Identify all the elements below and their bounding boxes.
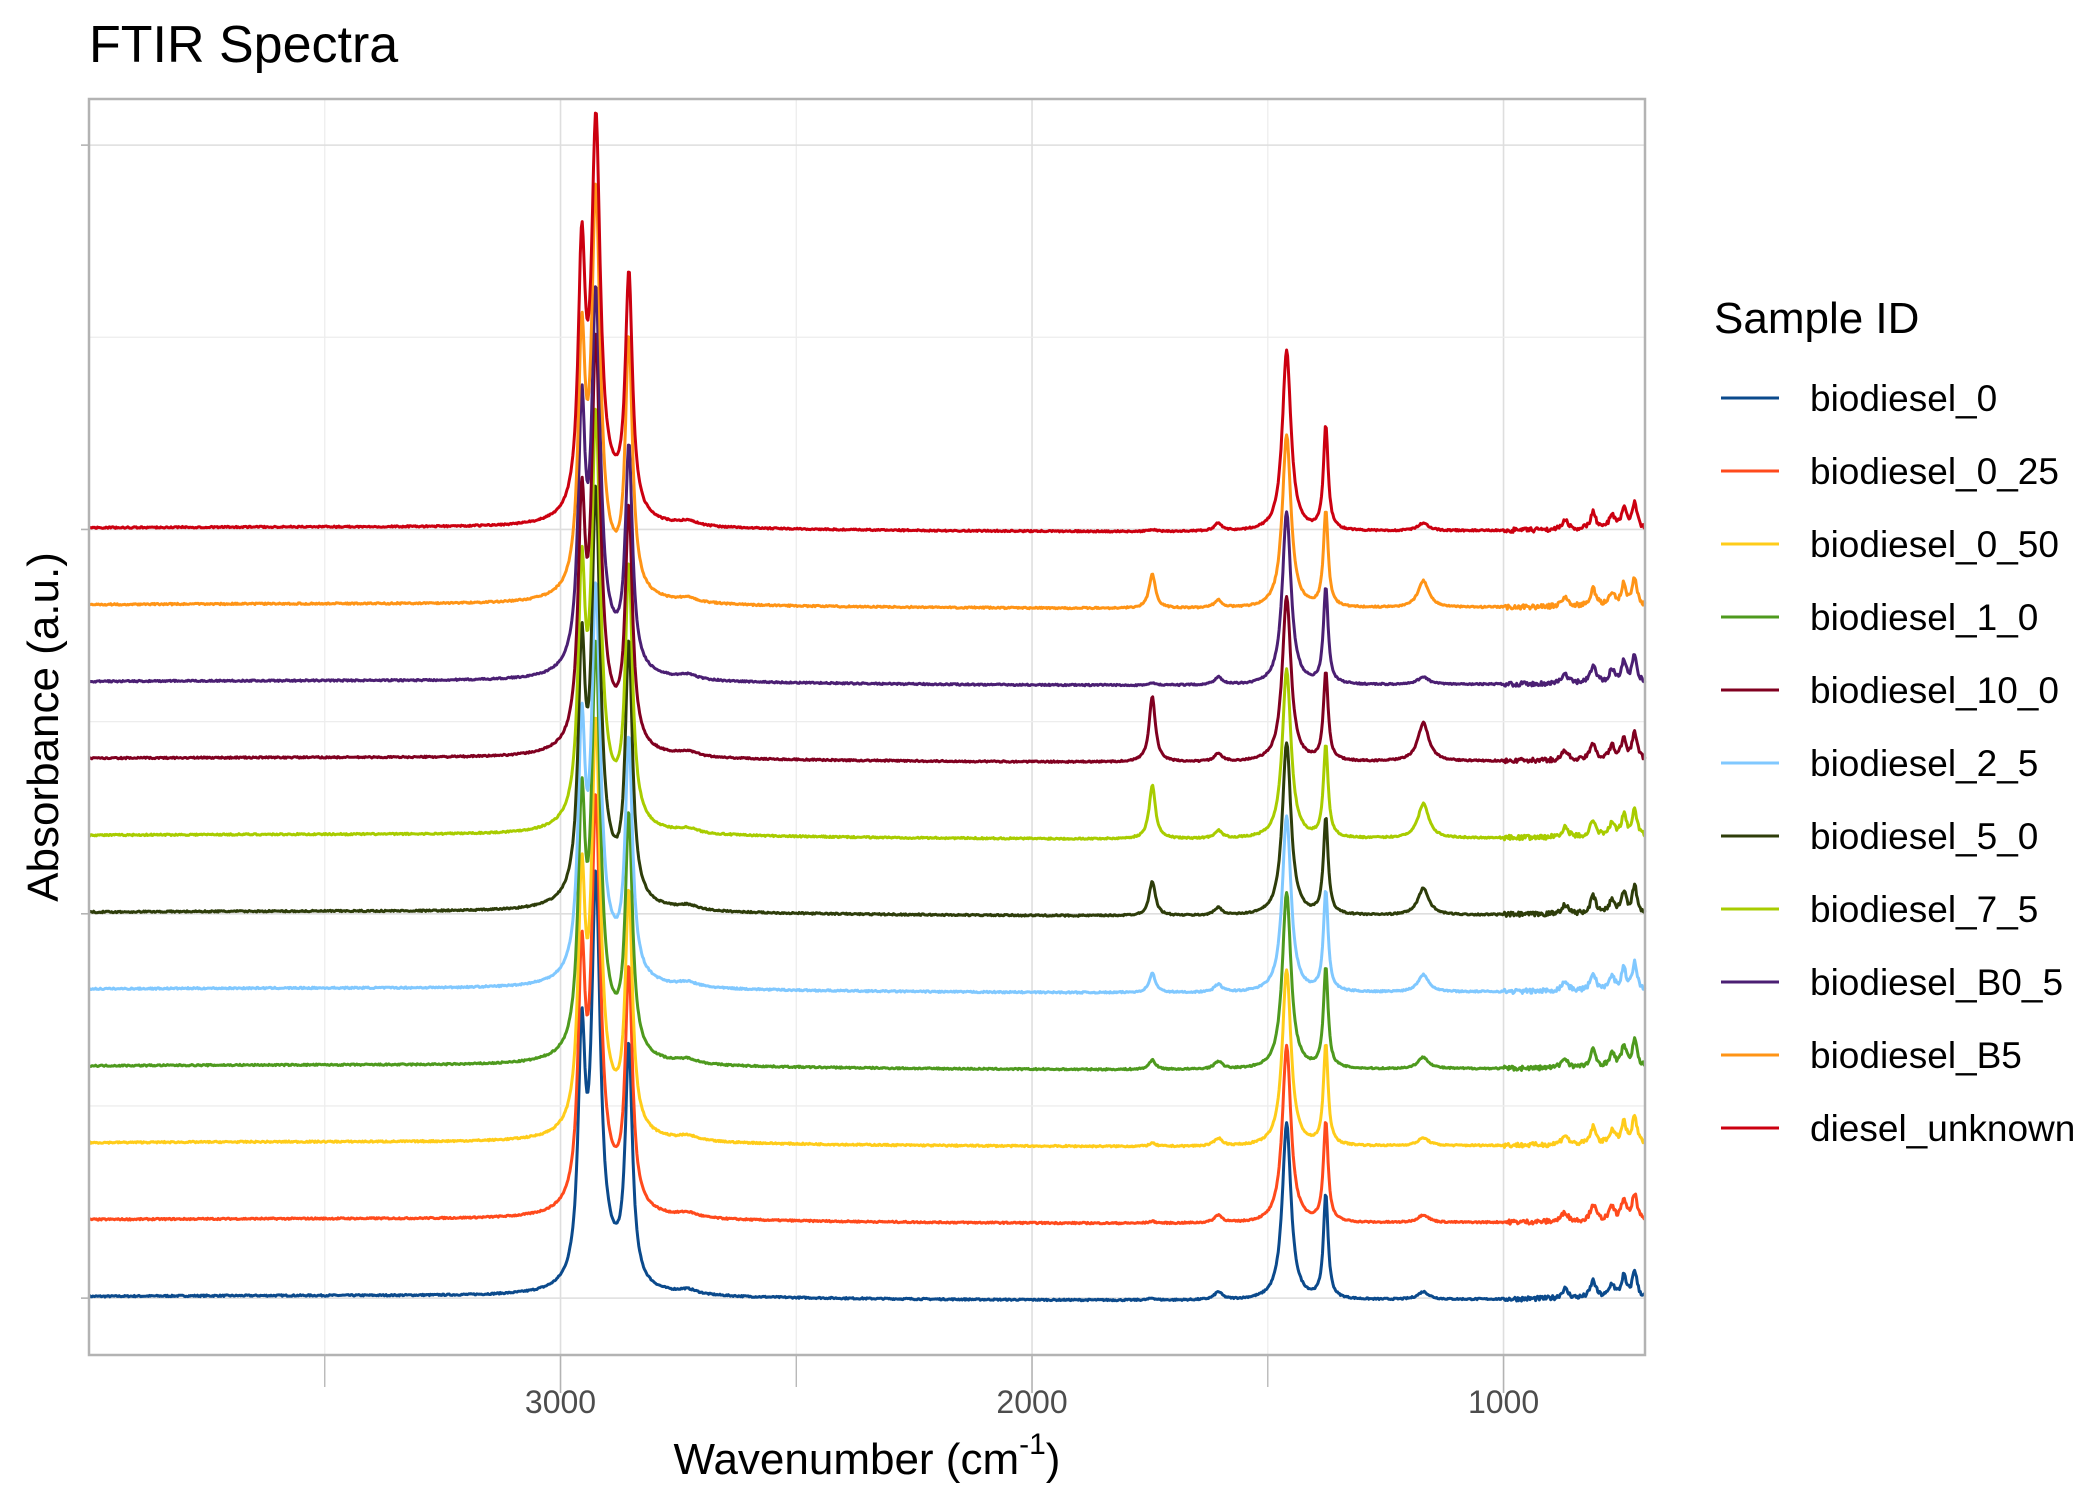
x-axis-label-suffix: ) xyxy=(1046,1435,1061,1484)
legend-label: biodiesel_0_25 xyxy=(1810,451,2059,492)
x-tick-label: 2000 xyxy=(996,1384,1067,1420)
panel-border xyxy=(87,97,1647,1357)
x-axis-label-superscript: -1 xyxy=(1019,1428,1046,1461)
series-line-diesel_unknown xyxy=(88,111,1646,534)
axis-ticks: 3000 2000 1000 xyxy=(81,144,1539,1420)
x-axis-label: Wavenumber (cm-1) xyxy=(674,1428,1061,1484)
legend-label: biodiesel_0_50 xyxy=(1810,524,2059,565)
legend-label: biodiesel_B0_5 xyxy=(1810,962,2063,1003)
series-line-biodiesel_B5 xyxy=(88,182,1647,611)
x-axis-label-text: Wavenumber (cm xyxy=(674,1435,1020,1484)
series-line-biodiesel_1_0 xyxy=(88,639,1646,1072)
chart-title: FTIR Spectra xyxy=(89,16,398,74)
legend-label: diesel_unknown xyxy=(1810,1108,2075,1149)
legend-label: biodiesel_B5 xyxy=(1810,1035,2022,1076)
legend-label: biodiesel_5_0 xyxy=(1810,816,2038,857)
series-line-biodiesel_B0_5 xyxy=(88,285,1647,688)
legend-label: biodiesel_10_0 xyxy=(1810,670,2059,711)
series-line-biodiesel_10_0 xyxy=(88,332,1647,765)
legend: Sample ID biodiesel_0 biodiesel_0_25biodi… xyxy=(1714,294,2075,1149)
y-axis-label: Absorbance (a.u.) xyxy=(19,552,68,902)
legend-title: Sample ID xyxy=(1714,294,1919,343)
series-line-biodiesel_0_50 xyxy=(87,716,1646,1149)
x-tick-label: 1000 xyxy=(1468,1384,1539,1420)
series-line-biodiesel_0 xyxy=(87,869,1646,1303)
legend-label: biodiesel_0 xyxy=(1810,378,1997,419)
legend-label: biodiesel_2_5 xyxy=(1810,743,2038,784)
series-line-biodiesel_2_5 xyxy=(88,581,1647,995)
series-line-biodiesel_5_0 xyxy=(87,484,1647,918)
x-tick-label: 3000 xyxy=(525,1384,596,1420)
legend-label: biodiesel_7_5 xyxy=(1810,889,2038,930)
series-line-biodiesel_7_5 xyxy=(88,407,1647,842)
series-lines xyxy=(87,111,1647,1303)
series-line-biodiesel_0_25 xyxy=(88,793,1646,1226)
grid xyxy=(89,99,1645,1355)
legend-label: biodiesel_1_0 xyxy=(1810,597,2038,638)
